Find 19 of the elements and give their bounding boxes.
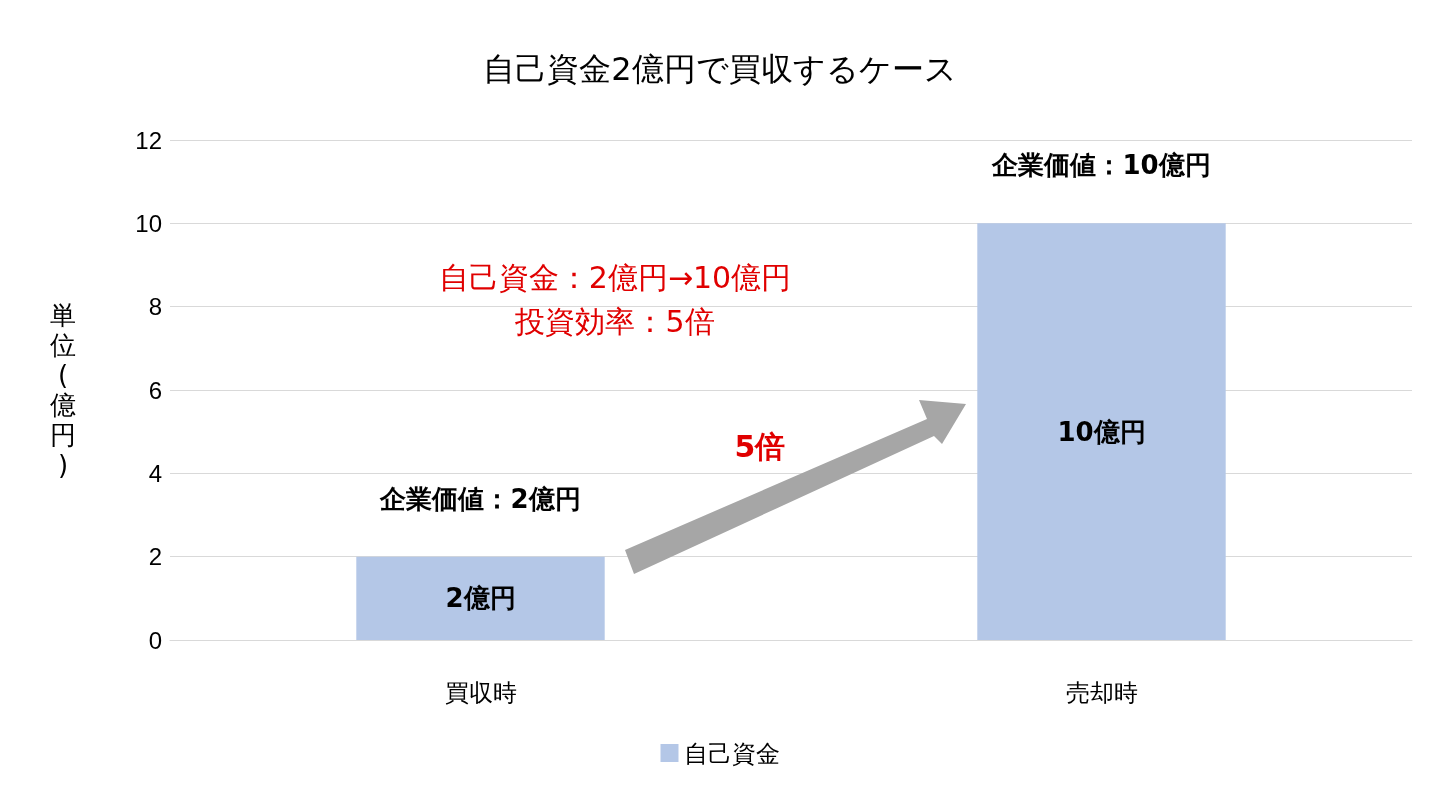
y-tick-label: 8	[148, 293, 162, 321]
annotation: 企業価値：2億円	[380, 482, 581, 516]
y-tick-label: 10	[135, 209, 162, 237]
legend-label: 自己資金	[683, 739, 780, 767]
chart-title: 自己資金2億円で買収するケース	[483, 50, 957, 88]
y-tick-label: 6	[148, 376, 162, 404]
y-tick-label: 0	[148, 626, 162, 654]
annotation: 企業価値：10億円	[992, 148, 1211, 182]
y-tick-label: 4	[148, 459, 162, 487]
annotation: 5倍	[734, 427, 786, 466]
annotation: 自己資金：2億円→10億円	[438, 258, 792, 297]
annotation: 投資効率：5倍	[515, 302, 715, 341]
data-label: 2億円	[445, 583, 516, 614]
x-tick-label: 売却時	[1065, 678, 1138, 706]
y-tick-label: 2	[148, 543, 162, 571]
y-tick-label: 12	[135, 126, 162, 154]
y-axis-title: 単位(億円)	[49, 300, 77, 480]
x-tick-label: 買収時	[444, 678, 517, 706]
data-label: 10億円	[1057, 416, 1146, 447]
